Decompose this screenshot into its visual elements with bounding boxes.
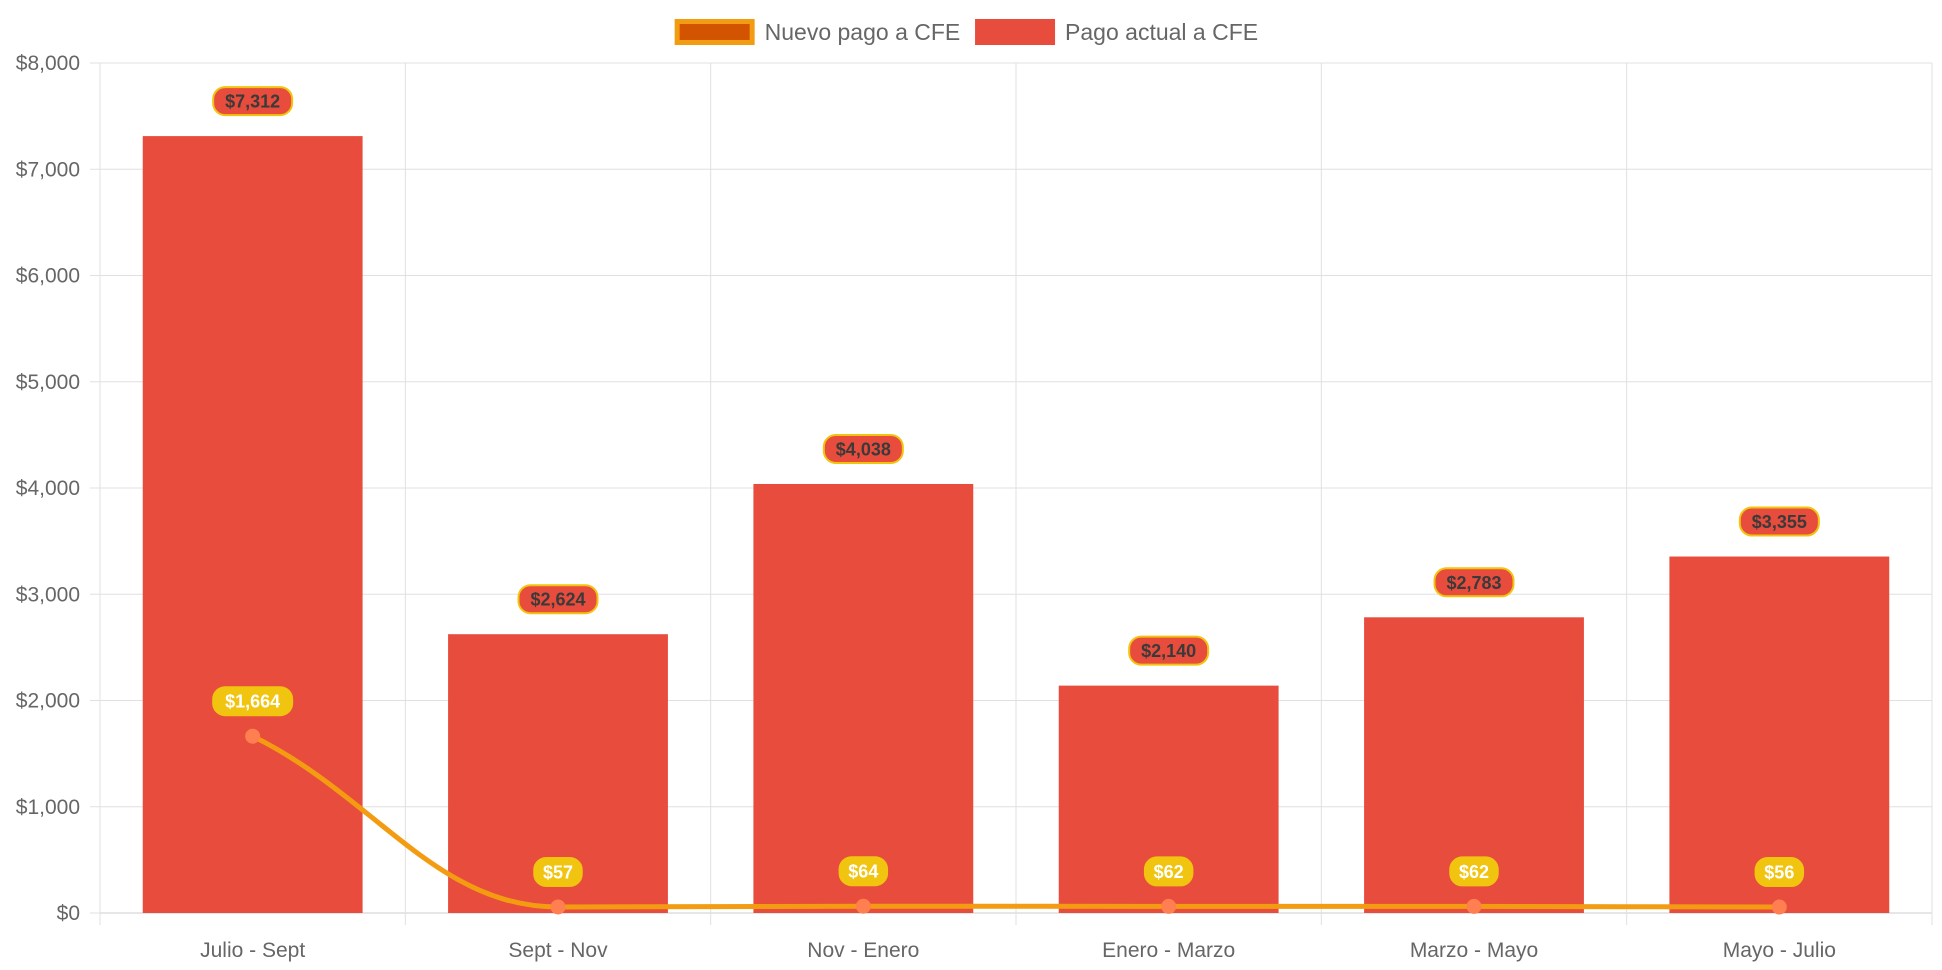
line-point[interactable] xyxy=(550,899,566,915)
y-tick-label: $1,000 xyxy=(16,796,80,819)
line-point[interactable] xyxy=(245,728,261,744)
x-tick-label: Sept - Nov xyxy=(508,939,608,962)
bar-value-label: $2,783 xyxy=(1446,573,1501,593)
y-tick-label: $8,000 xyxy=(16,52,80,75)
legend-label[interactable]: Pago actual a CFE xyxy=(1065,19,1258,45)
y-tick-label: $5,000 xyxy=(16,371,80,394)
labels-layer: $7,312 $2,624 $4,038 $2,140 $2,783 $3,355 $1,6… xyxy=(212,86,1820,888)
line-value-label: $1,664 xyxy=(225,692,280,712)
y-tick-label: $7,000 xyxy=(16,158,80,181)
legend-swatch[interactable] xyxy=(975,19,1056,45)
bar[interactable] xyxy=(753,483,974,913)
x-tick-label: Enero - Marzo xyxy=(1102,939,1235,962)
line-point[interactable] xyxy=(1466,898,1482,914)
bar-value-label-bg xyxy=(1128,635,1210,666)
bar-value-label-bg xyxy=(1738,506,1820,537)
line-value-label: $64 xyxy=(848,862,878,882)
bar-value-label-bg xyxy=(822,433,904,464)
y-tick-label: $4,000 xyxy=(16,477,80,500)
y-tick-label: $2,000 xyxy=(16,690,80,713)
x-tick-label: Nov - Enero xyxy=(807,939,919,962)
legend-swatch[interactable] xyxy=(674,19,755,45)
bar-value-label: $4,038 xyxy=(836,439,891,459)
y-tick-label: $0 xyxy=(57,902,80,925)
legend-item[interactable]: Pago actual a CFE xyxy=(975,19,1258,45)
line-point[interactable] xyxy=(1161,898,1177,914)
line-value-label-bg xyxy=(838,856,889,887)
bar[interactable] xyxy=(1669,556,1890,913)
line-value-label: $56 xyxy=(1764,863,1794,883)
x-tick-label: Mayo - Julio xyxy=(1723,939,1836,962)
line-value-label-bg xyxy=(212,686,294,717)
series-line-nuevo-pago xyxy=(250,733,1782,910)
x-tick-label: Marzo - Mayo xyxy=(1410,939,1538,962)
axis-layer: $0 $1,000 $2,000 $3,000 $4,000 $5,000 $6,000 $7… xyxy=(16,52,1836,962)
line-value-label-bg xyxy=(1754,857,1805,888)
bar-value-label: $2,624 xyxy=(530,590,585,610)
bar-value-label: $7,312 xyxy=(225,92,280,112)
legend-label[interactable]: Nuevo pago a CFE xyxy=(765,19,961,45)
legend-item[interactable]: Nuevo pago a CFE xyxy=(674,19,961,45)
legend[interactable]: Nuevo pago a CFE Pago actual a CFE xyxy=(674,19,1258,45)
bar-value-label-bg xyxy=(1433,567,1515,598)
bar-value-label: $2,140 xyxy=(1141,641,1196,661)
y-tick-label: $6,000 xyxy=(16,265,80,288)
line-value-label-bg xyxy=(1143,856,1194,887)
line-value-label: $57 xyxy=(543,862,573,882)
line-layer xyxy=(245,728,1787,915)
bar[interactable] xyxy=(142,136,363,914)
line-value-label-bg xyxy=(533,856,583,887)
line-point[interactable] xyxy=(1771,899,1787,915)
line-value-label: $62 xyxy=(1154,862,1184,882)
bar-value-label: $3,355 xyxy=(1752,512,1807,532)
x-tick-label: Julio - Sept xyxy=(200,939,305,962)
line-point[interactable] xyxy=(855,898,871,914)
grid-layer xyxy=(90,62,1933,925)
line-value-label: $62 xyxy=(1459,862,1489,882)
y-tick-label: $3,000 xyxy=(16,583,80,606)
bar-value-label-bg xyxy=(212,86,294,117)
bar-value-label-bg xyxy=(517,584,599,615)
line-value-label-bg xyxy=(1449,856,1499,887)
